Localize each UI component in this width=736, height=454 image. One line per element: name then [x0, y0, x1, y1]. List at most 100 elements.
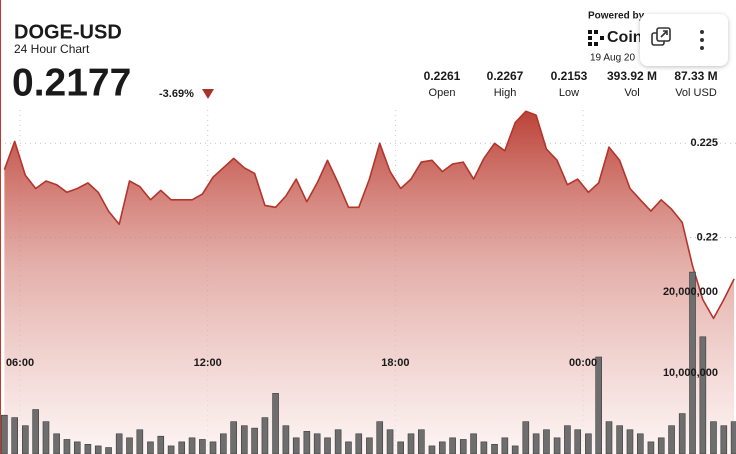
menu-button[interactable] [700, 30, 704, 50]
volume-bar [1, 414, 8, 454]
volume-bar [699, 336, 707, 454]
volume-bar [22, 425, 29, 454]
volume-bar [574, 429, 582, 454]
volume-bar [543, 429, 550, 454]
volume-bar [678, 413, 686, 454]
volume-bar [11, 417, 19, 454]
volume-bar [657, 437, 665, 454]
volume-bar [397, 441, 404, 454]
volume-bar [324, 437, 331, 454]
x-tick-label: 06:00 [6, 357, 34, 369]
stat-label: Vol [624, 87, 639, 99]
volume-bar [564, 425, 571, 454]
price-layer [3, 110, 735, 454]
volume-bar [84, 443, 92, 454]
stat-value: 0.2153 [551, 69, 588, 83]
y2-tick-label: 10,000,000 [663, 367, 718, 379]
volume-bar [470, 433, 477, 454]
title: DOGE-USD [14, 21, 122, 43]
volume-bar [636, 433, 644, 454]
volume-bar [42, 421, 50, 454]
volume-bar [522, 421, 530, 454]
volume-bar [428, 445, 436, 454]
stat-value: 0.2267 [487, 69, 524, 83]
x-tick-label: 18:00 [381, 357, 409, 369]
volume-bar [376, 421, 384, 454]
volume-bar [438, 441, 446, 454]
x-tick-label: 12:00 [194, 357, 222, 369]
volume-bar [178, 441, 186, 454]
volume-bar [595, 356, 602, 454]
subtitle: 24 Hour Chart [14, 42, 90, 56]
volume-bar [689, 271, 696, 454]
volume-bar [220, 433, 227, 454]
volume-bar [730, 421, 736, 454]
volume-bar [272, 393, 279, 454]
volume-bar [605, 421, 613, 454]
volume-bar [63, 439, 71, 454]
volume-bar [94, 445, 102, 454]
volume-bar [511, 445, 519, 454]
toolbar-box [640, 14, 728, 66]
volume-bar [251, 427, 258, 454]
volume-bar [313, 433, 321, 454]
change: -3.69% [159, 88, 194, 100]
volume-bar [355, 433, 363, 454]
volume-bar [199, 439, 206, 454]
y2-tick-label: 20,000,000 [663, 286, 718, 298]
down-arrow [202, 89, 214, 99]
volume-bar [157, 435, 165, 454]
x-tick-label: 00:00 [569, 357, 597, 369]
volume-bar [345, 441, 352, 454]
volume-bar [626, 429, 634, 454]
volume-bar [136, 429, 144, 454]
volume-bar [240, 425, 248, 454]
stat-label: Open [429, 87, 456, 99]
volume-bar [386, 429, 394, 454]
volume-bar [491, 443, 498, 454]
volume-bar [105, 447, 112, 454]
volume-bar [647, 441, 655, 454]
volume-bar [480, 441, 488, 454]
powered-by: Powered by [588, 11, 645, 22]
date: 19 Aug 20 [590, 53, 635, 64]
y-tick-label: 0.22 [697, 231, 718, 243]
volume-bar [668, 425, 675, 454]
volume-layer [1, 271, 736, 454]
stat-value: 393.92 M [607, 69, 657, 83]
volume-bar [126, 437, 133, 454]
price: 0.2177 [12, 61, 131, 104]
toolbar [640, 14, 728, 66]
volume-bar [407, 433, 415, 454]
volume-bar [147, 441, 154, 454]
stat-label: Low [559, 87, 579, 99]
price-area [4, 111, 735, 454]
volume-bar [53, 433, 60, 454]
volume-bar [616, 425, 623, 454]
volume-bar [553, 437, 561, 454]
volume-bar [282, 425, 290, 454]
stat-value: 0.2261 [424, 69, 461, 83]
volume-bar [32, 409, 39, 454]
volume-bar [710, 421, 717, 454]
stat-value: 87.33 M [674, 69, 717, 83]
volume-bar [115, 433, 123, 454]
volume-bar [720, 425, 728, 454]
volume-bar [188, 437, 196, 454]
popout-button[interactable] [651, 27, 671, 46]
brand-logo [588, 30, 604, 46]
volume-bar [230, 421, 237, 454]
volume-bar [73, 441, 81, 454]
volume-bar [292, 437, 300, 454]
volume-bar [449, 437, 456, 454]
volume-bar [459, 439, 467, 454]
volume-bar [418, 429, 425, 454]
stat-label: Vol USD [675, 87, 717, 99]
volume-bar [532, 433, 540, 454]
volume-bar [334, 429, 342, 454]
stat-label: High [494, 87, 517, 99]
volume-bar [501, 437, 509, 454]
volume-bar [366, 437, 373, 454]
volume-bar [209, 441, 217, 454]
